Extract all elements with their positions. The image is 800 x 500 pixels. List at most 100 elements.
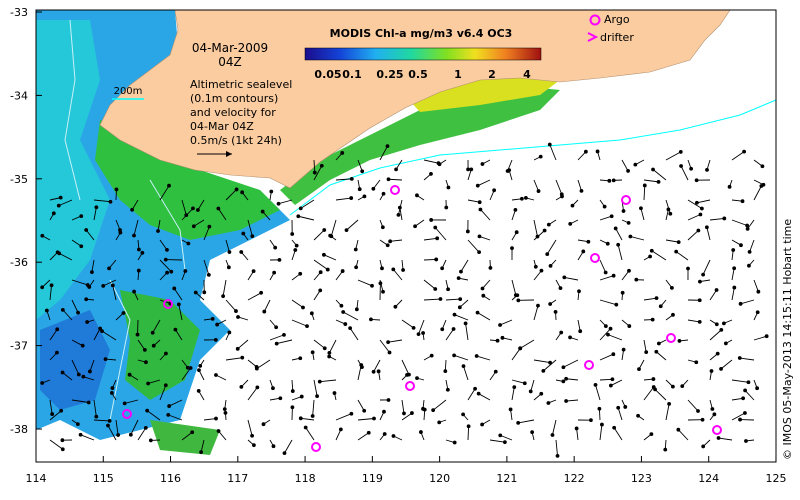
- velocity-arrow-head: [561, 365, 566, 370]
- velocity-arrow: [85, 229, 95, 241]
- velocity-arrow-head: [650, 317, 655, 322]
- velocity-arrow-head: [234, 309, 238, 313]
- map-frame: [35, 9, 777, 463]
- velocity-arrow: [49, 329, 58, 341]
- velocity-arrow-head: [298, 416, 303, 421]
- velocity-arrow: [269, 334, 285, 341]
- velocity-arrow-head: [616, 405, 621, 410]
- velocity-arrow: [613, 427, 623, 441]
- velocity-arrow-head: [240, 190, 245, 195]
- velocity-arrow-head: [586, 239, 591, 244]
- velocity-arrow-head: [293, 248, 298, 252]
- velocity-arrow-head: [719, 366, 723, 371]
- velocity-arrow-head: [743, 388, 748, 393]
- velocity-arrow: [103, 279, 117, 287]
- velocity-arrow-head: [698, 279, 702, 284]
- velocity-arrow: [731, 219, 748, 226]
- velocity-arrow-head: [87, 285, 92, 289]
- velocity-arrow-head: [332, 391, 337, 395]
- velocity-arrow-head: [76, 310, 80, 315]
- velocity-arrow-head: [696, 228, 701, 233]
- velocity-arrow: [533, 270, 542, 281]
- velocity-arrow: [687, 230, 699, 241]
- velocity-arrow-head: [493, 369, 498, 374]
- velocity-arrow-head: [522, 381, 527, 386]
- velocity-arrow: [146, 410, 161, 421]
- velocity-arrow-head: [634, 277, 639, 282]
- contour-scale-label: 200m: [114, 86, 143, 97]
- velocity-arrow-head: [357, 187, 362, 192]
- velocity-arrow-head: [110, 283, 115, 288]
- velocity-arrow-head: [227, 250, 232, 254]
- velocity-arrow: [200, 439, 205, 453]
- velocity-arrow-head: [75, 422, 80, 427]
- velocity-arrow: [335, 429, 342, 441]
- velocity-arrow-head: [466, 424, 471, 429]
- velocity-arrow-head: [611, 273, 616, 278]
- velocity-arrow-head: [666, 207, 671, 212]
- velocity-arrow: [357, 279, 373, 287]
- velocity-arrow-head: [680, 384, 685, 389]
- velocity-arrow-head: [132, 233, 136, 238]
- velocity-arrow: [313, 159, 316, 173]
- velocity-arrow: [702, 259, 711, 275]
- velocity-arrow-head: [259, 290, 264, 295]
- velocity-arrow-head: [380, 266, 384, 271]
- velocity-arrow: [489, 439, 505, 443]
- x-tick-label: 125: [765, 472, 786, 485]
- velocity-arrow: [564, 276, 579, 281]
- velocity-arrow: [222, 279, 227, 297]
- velocity-arrow-head: [738, 301, 743, 306]
- velocity-arrow: [617, 244, 623, 261]
- velocity-arrow-head: [213, 337, 218, 342]
- velocity-arrow-head: [461, 412, 466, 417]
- velocity-scale-arrow: [197, 151, 232, 157]
- velocity-arrow-head: [435, 236, 440, 241]
- velocity-arrow-head: [362, 408, 367, 413]
- velocity-arrow-head: [663, 447, 668, 452]
- velocity-arrow-head: [473, 386, 477, 391]
- velocity-arrow-head: [429, 353, 434, 358]
- velocity-arrow: [305, 427, 315, 441]
- chl-coast-green: [280, 88, 560, 205]
- velocity-arrow-head: [413, 224, 417, 229]
- velocity-arrow: [467, 199, 480, 203]
- velocity-arrow-head: [644, 350, 649, 355]
- velocity-arrow-head: [547, 142, 552, 147]
- colorbar: MODIS Chl-a mg/m3 v6.4 OC3 0.05 0.1 0.25 0.…: [304, 27, 542, 81]
- velocity-arrow-head: [492, 188, 497, 193]
- velocity-arrow: [197, 199, 205, 211]
- velocity-arrow-head: [732, 266, 737, 271]
- velocity-arrow-head: [344, 228, 349, 233]
- velocity-arrow-head: [362, 194, 367, 199]
- velocity-arrow: [71, 299, 79, 313]
- velocity-arrow: [643, 179, 659, 183]
- velocity-arrow-head: [386, 398, 391, 402]
- velocity-arrow-head: [354, 307, 359, 312]
- velocity-arrow: [533, 359, 551, 364]
- velocity-arrow-head: [656, 341, 661, 346]
- velocity-arrow: [678, 429, 689, 441]
- velocity-arrow-head: [670, 384, 675, 389]
- velocity-arrow: [313, 165, 323, 181]
- velocity-arrow: [91, 259, 95, 273]
- velocity-arrow-head: [701, 444, 706, 449]
- chl-sw-blue-dark: [40, 310, 110, 410]
- x-tick-label: 115: [93, 472, 114, 485]
- velocity-arrow-head: [260, 209, 265, 214]
- argo-markers: [122, 185, 722, 452]
- velocity-arrow-head: [583, 149, 588, 154]
- velocity-arrow: [349, 327, 359, 341]
- velocity-arrow-head: [611, 178, 616, 183]
- velocity-arrow-head: [500, 335, 505, 340]
- velocity-arrow-head: [607, 178, 612, 183]
- velocity-arrow-head: [151, 343, 156, 348]
- velocity-arrow: [247, 292, 262, 301]
- velocity-arrow: [181, 208, 194, 221]
- velocity-arrow: [499, 319, 513, 326]
- velocity-arrow-head: [234, 187, 239, 192]
- velocity-arrow: [476, 355, 491, 361]
- velocity-arrow-head: [513, 207, 518, 212]
- velocity-arrow-head: [603, 324, 608, 329]
- velocity-arrow: [687, 319, 700, 323]
